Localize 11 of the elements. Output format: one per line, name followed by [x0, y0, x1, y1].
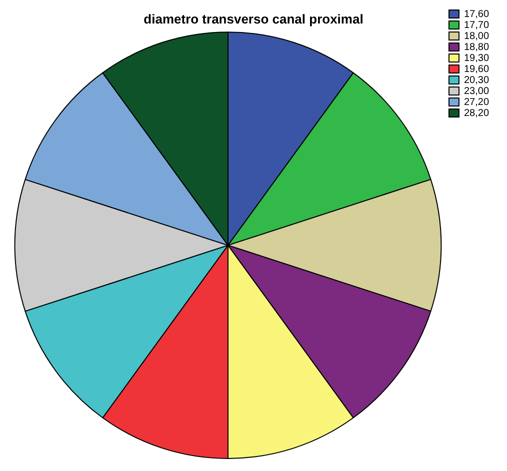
legend-label: 18,00 — [464, 30, 490, 42]
legend-label: 20,30 — [464, 74, 490, 86]
legend-label: 27,20 — [464, 96, 490, 108]
legend-label: 19,30 — [464, 52, 490, 64]
legend-label: 23,00 — [464, 86, 490, 97]
legend-label: 18,80 — [464, 42, 490, 53]
legend-label: 17,60 — [464, 8, 490, 20]
legend-label: 17,70 — [464, 20, 490, 31]
legend-label: 19,60 — [464, 64, 490, 75]
chart-title: diametro transverso canal proximal — [144, 11, 364, 26]
legend-label: 28,20 — [464, 108, 490, 119]
